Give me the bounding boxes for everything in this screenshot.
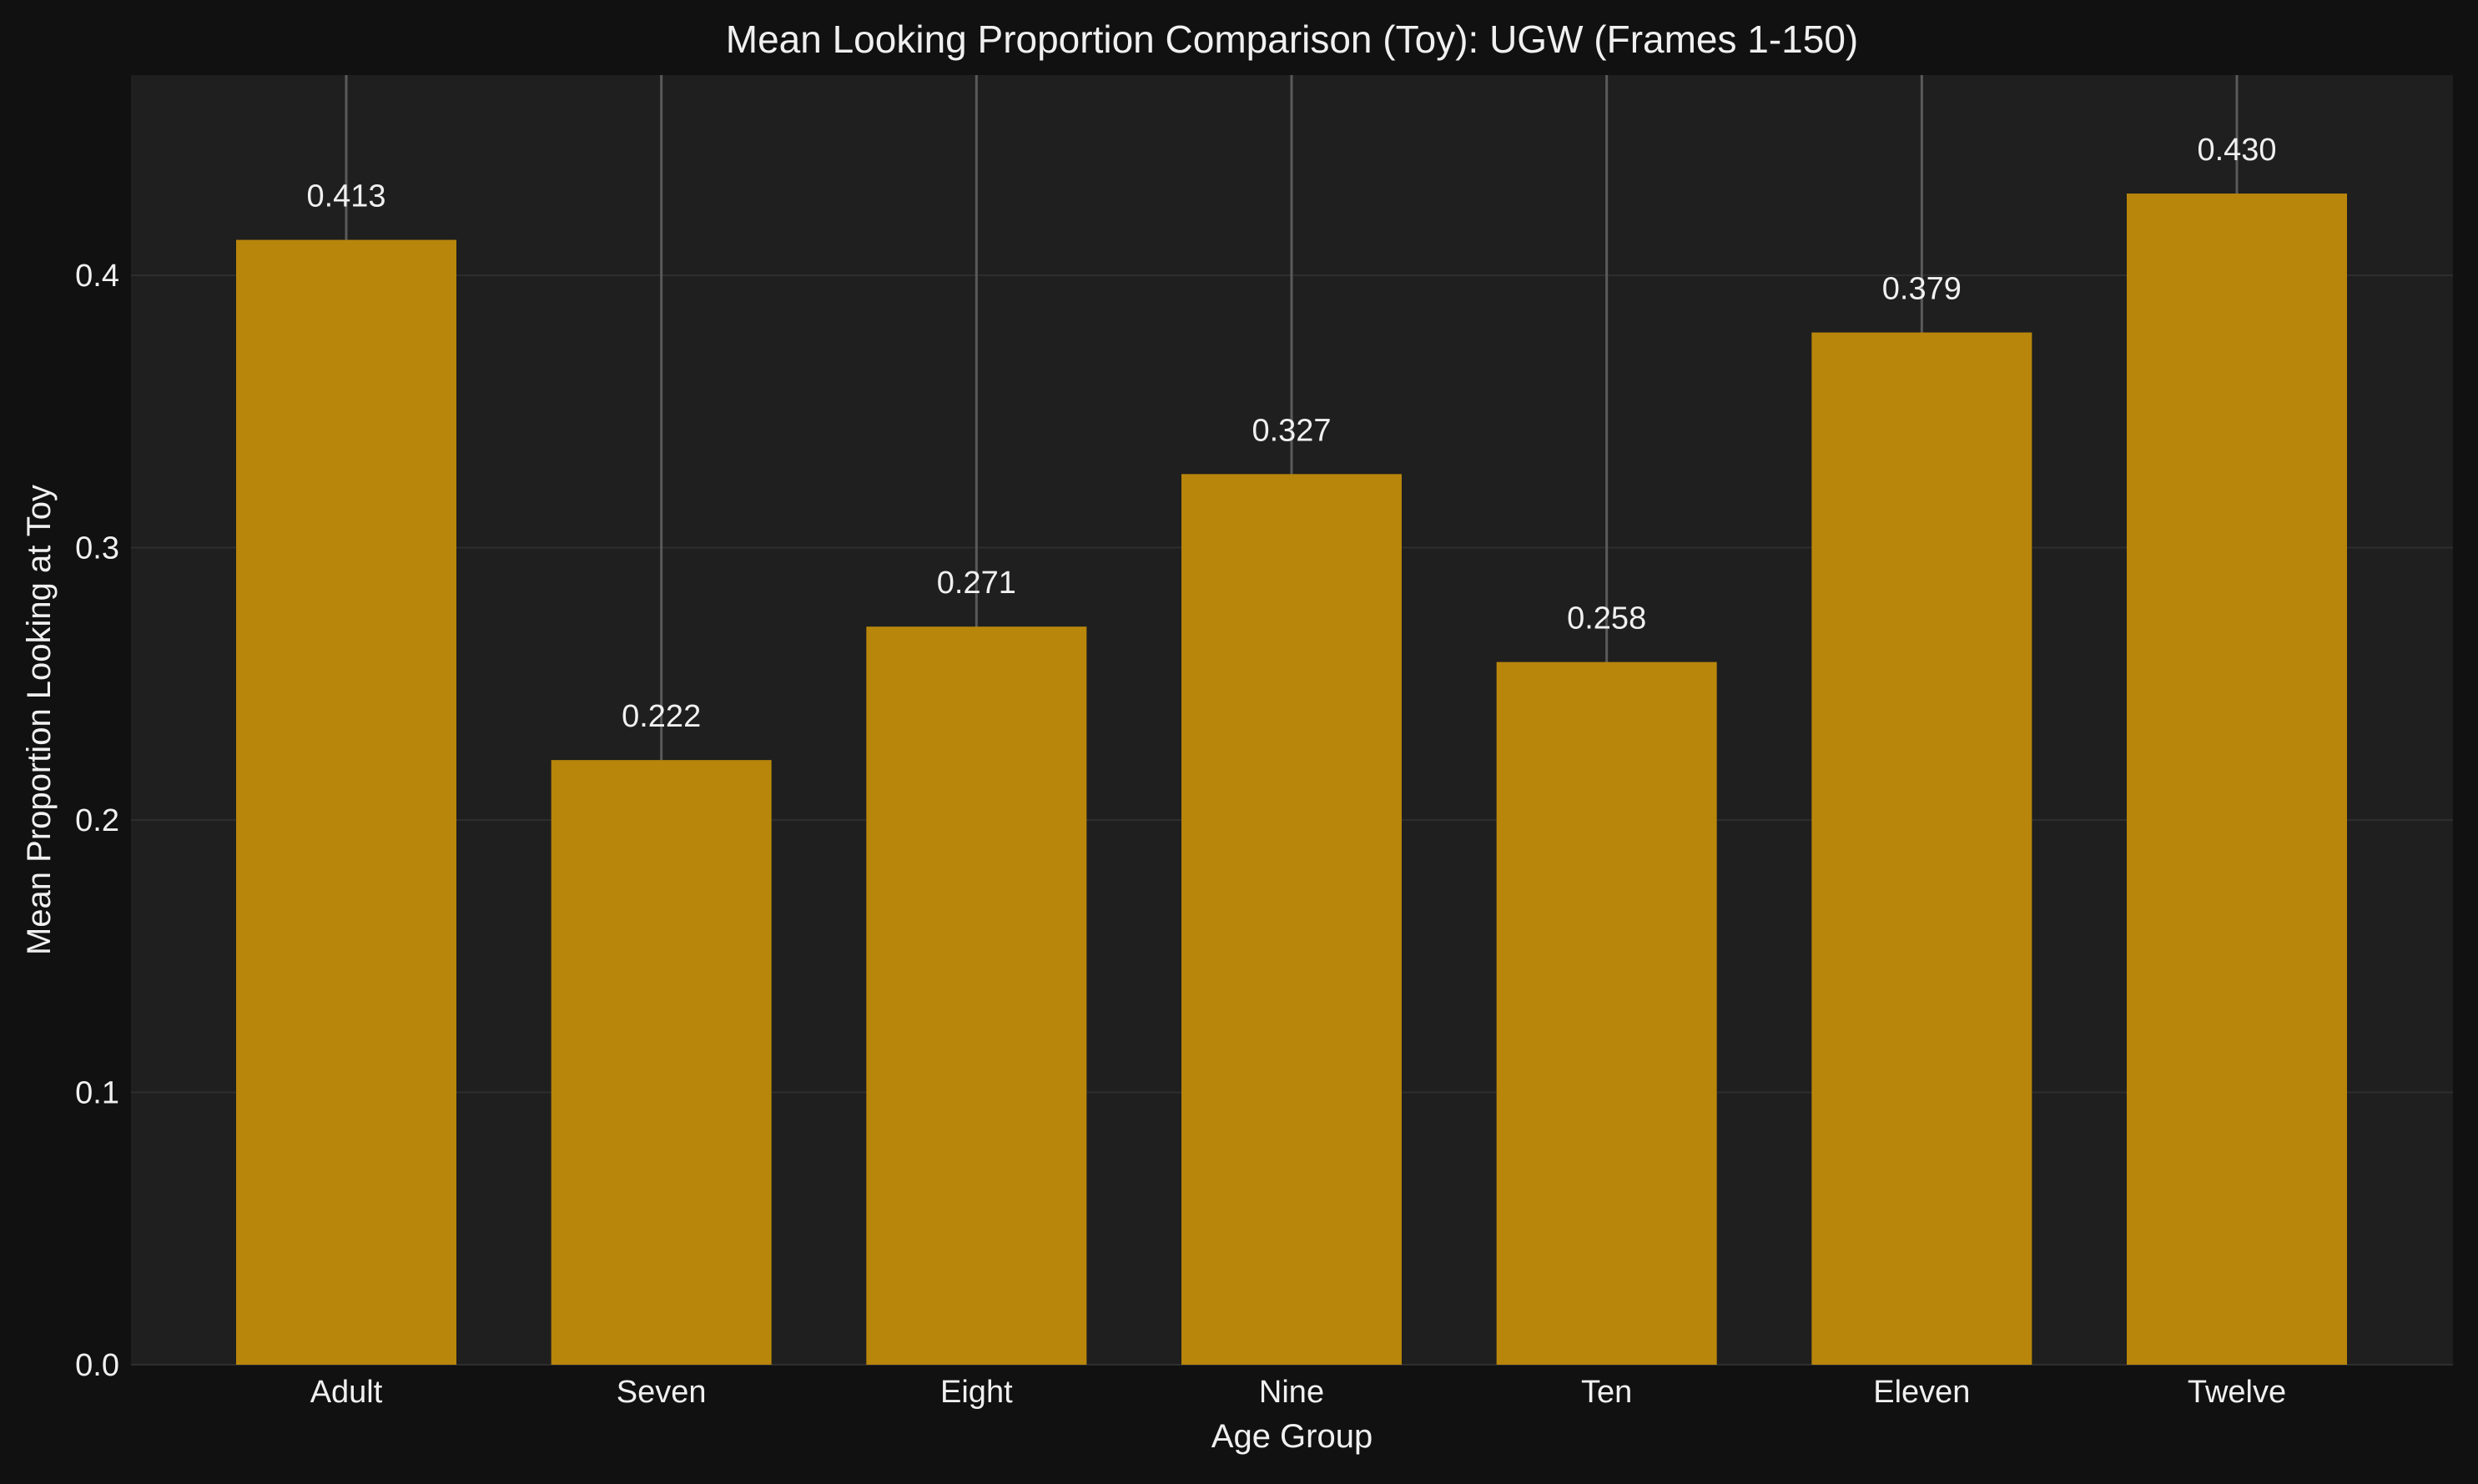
x-tick-label: Seven [617, 1375, 707, 1410]
chart-title: Mean Looking Proportion Comparison (Toy)… [726, 18, 1859, 61]
value-label: 0.379 [1882, 272, 1962, 307]
bar-eleven [1811, 332, 2032, 1365]
x-tick-label: Adult [310, 1375, 383, 1410]
bars [236, 194, 2347, 1366]
value-label: 0.327 [1252, 413, 1331, 448]
bar-adult [236, 239, 456, 1365]
x-tick-label: Eight [940, 1375, 1013, 1410]
x-tick-label: Ten [1581, 1375, 1632, 1410]
x-tick-label: Eleven [1873, 1375, 1970, 1410]
y-tick-label: 0.2 [75, 803, 119, 838]
y-axis-label: Mean Proportion Looking at Toy [21, 485, 58, 955]
value-label: 0.258 [1567, 601, 1646, 636]
x-axis-ticks: Adult Seven Eight Nine Ten Eleven Twelve [310, 1375, 2286, 1410]
value-label: 0.271 [937, 566, 1016, 601]
y-tick-label: 0.1 [75, 1075, 119, 1110]
x-tick-label: Nine [1259, 1375, 1324, 1410]
y-tick-label: 0.4 [75, 259, 119, 294]
y-axis-ticks: 0.0 0.1 0.2 0.3 0.4 [75, 259, 119, 1383]
bar-ten [1496, 662, 1717, 1365]
x-axis-label: Age Group [1211, 1418, 1372, 1455]
y-tick-label: 0.3 [75, 531, 119, 566]
value-label: 0.430 [2197, 133, 2276, 168]
bar-twelve [2127, 194, 2347, 1366]
value-labels: 0.413 0.222 0.271 0.327 0.258 0.379 0.430 [306, 133, 2276, 734]
value-label: 0.222 [622, 699, 701, 734]
bar-eight [866, 626, 1087, 1365]
bar-seven [551, 760, 772, 1365]
bar-nine [1181, 474, 1402, 1365]
x-tick-label: Twelve [2188, 1375, 2286, 1410]
y-tick-label: 0.0 [75, 1348, 119, 1383]
value-label: 0.413 [306, 179, 385, 214]
